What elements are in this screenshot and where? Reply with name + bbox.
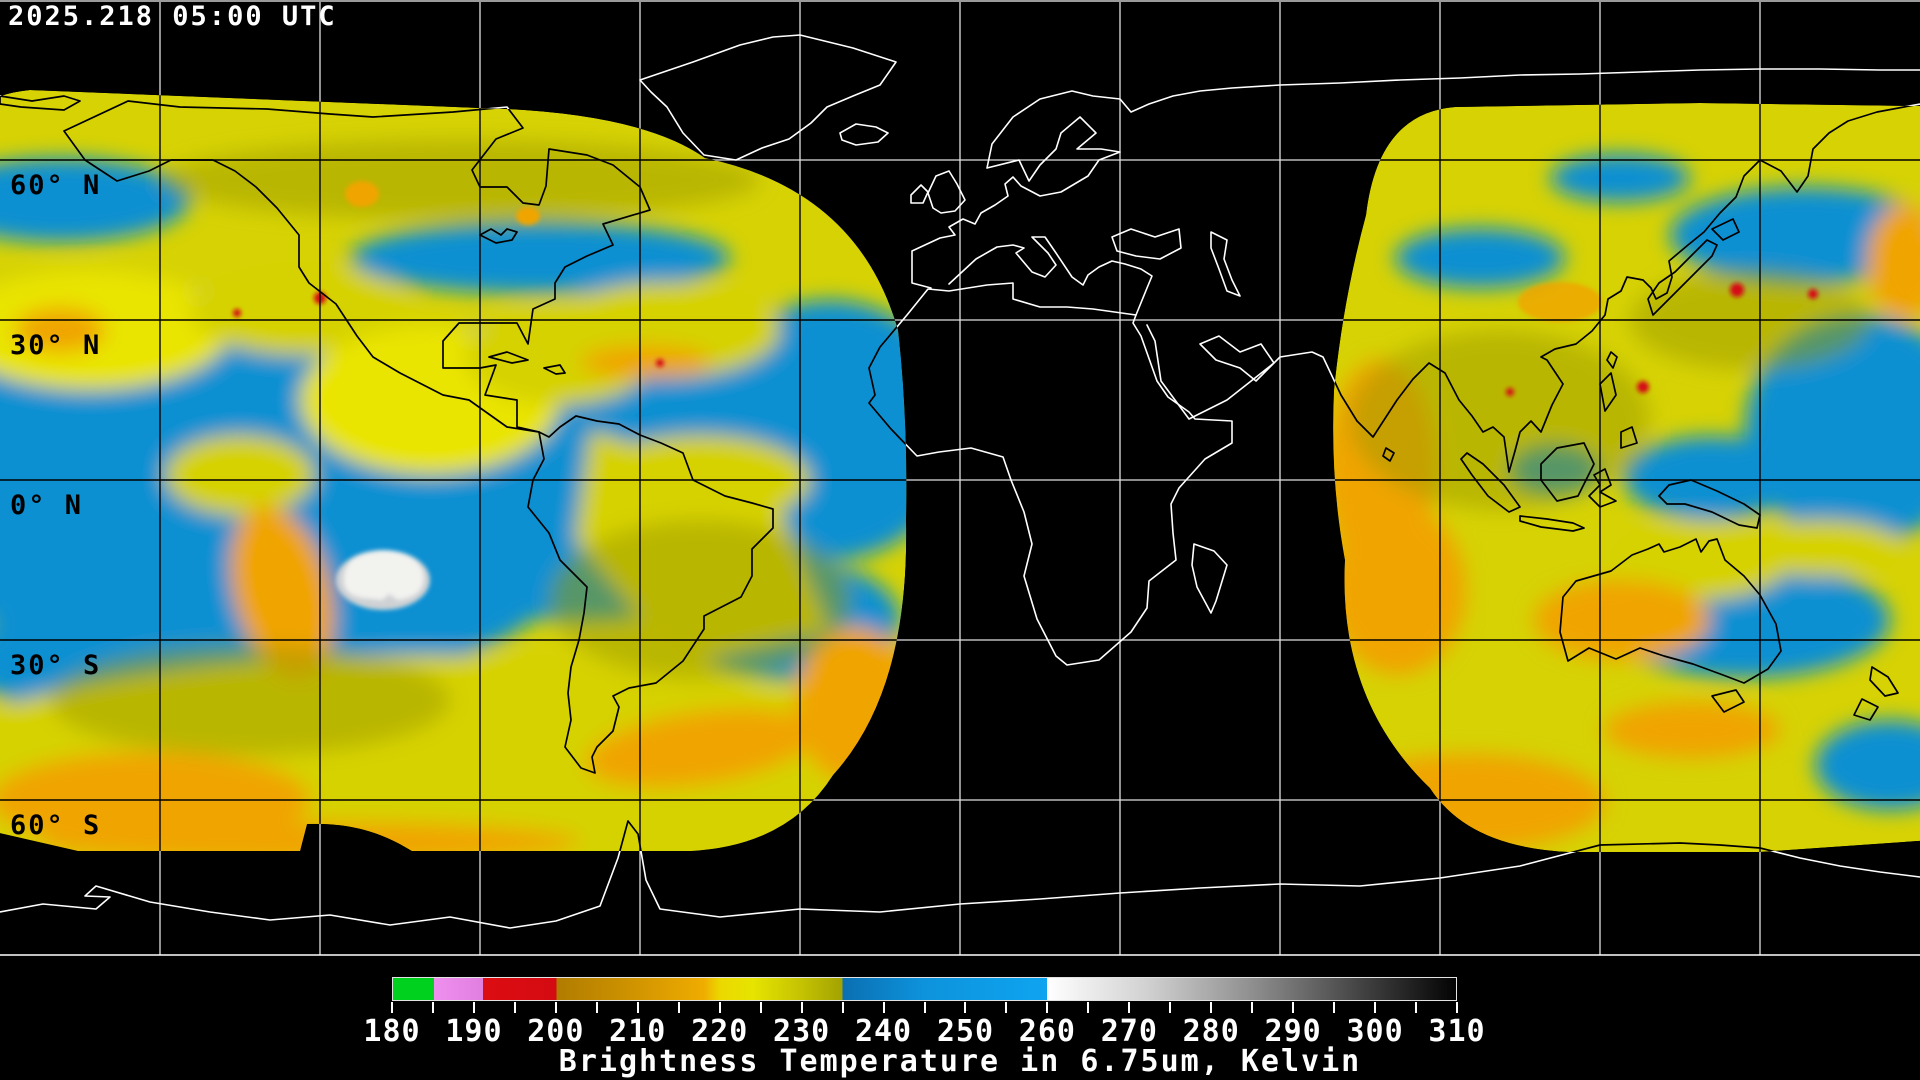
colorbar-tick — [1005, 1002, 1008, 1013]
colorbar-tick — [391, 1002, 393, 1013]
colorbar-tick — [1292, 1002, 1295, 1013]
colorbar-tick — [636, 1002, 639, 1013]
colorbar-tick — [431, 1002, 434, 1013]
colorbar-tick — [882, 1002, 885, 1013]
colorbar-tick-label: 310 — [1428, 1014, 1486, 1049]
colorbar-tick — [841, 1002, 844, 1013]
colorbar-tick — [759, 1002, 762, 1013]
colorbar-tick — [472, 1002, 475, 1013]
colorbar-tick — [1333, 1002, 1336, 1013]
colorbar-tick-label: 270 — [1100, 1014, 1158, 1049]
latitude-label: 0° N — [10, 490, 83, 521]
colorbar-tick-label: 260 — [1018, 1014, 1076, 1049]
colorbar-tick — [800, 1002, 803, 1013]
colorbar-tick-label: 300 — [1346, 1014, 1404, 1049]
colorbar-tick-label: 180 — [363, 1014, 421, 1049]
colorbar-tick — [677, 1002, 680, 1013]
colorbar-tick — [718, 1002, 721, 1013]
colorbar: 180 190 200 210 220 230 240 250 260 270 280 290 300 3… — [363, 977, 1485, 1049]
colorbar-tick-label: 250 — [936, 1014, 995, 1049]
latitude-label: 60° N — [10, 170, 101, 201]
colorbar-tick-label: 280 — [1182, 1014, 1240, 1049]
colorbar-tick-label: 210 — [609, 1014, 667, 1049]
colorbar-tick — [1415, 1002, 1418, 1013]
satellite-data-layer — [0, 90, 1920, 852]
world-map: 60° N 30° N 0° N 30° S 60° S — [0, 0, 1920, 956]
colorbar-tick — [554, 1002, 557, 1013]
colorbar-tick-label: 220 — [691, 1014, 749, 1049]
cold-cloud-top — [343, 550, 424, 600]
latitude-labels: 60° N 30° N 0° N 30° S 60° S — [10, 170, 101, 841]
colorbar-tick — [1046, 1002, 1049, 1013]
colorbar-tick-label: 200 — [527, 1014, 585, 1049]
colorbar-tick — [1128, 1002, 1131, 1013]
colorbar-tick — [1169, 1002, 1172, 1013]
colorbar-tick — [513, 1002, 516, 1013]
latitude-label: 60° S — [10, 810, 101, 841]
colorbar-tick-label: 190 — [445, 1014, 503, 1049]
colorbar-tick — [595, 1002, 598, 1013]
latitude-label: 30° S — [10, 650, 101, 681]
colorbar-caption: Brightness Temperature in 6.75um, Kelvin — [558, 1044, 1362, 1079]
colorbar-tick — [1456, 1002, 1458, 1013]
colorbar-tick-label: 240 — [854, 1014, 913, 1049]
latitude-label: 30° N — [10, 330, 101, 361]
colorbar-tick — [964, 1002, 967, 1013]
colorbar-tick — [1087, 1002, 1090, 1013]
colorbar-tick — [1374, 1002, 1377, 1013]
colorbar-tick — [923, 1002, 926, 1013]
colorbar-tick — [1210, 1002, 1213, 1013]
colorbar-tick-label: 290 — [1264, 1014, 1322, 1049]
colorbar-gradient — [392, 977, 1457, 1001]
timestamp: 2025.218 05:00 UTC — [8, 1, 337, 32]
colorbar-tick — [1251, 1002, 1254, 1013]
colorbar-tick-label: 230 — [773, 1014, 831, 1049]
